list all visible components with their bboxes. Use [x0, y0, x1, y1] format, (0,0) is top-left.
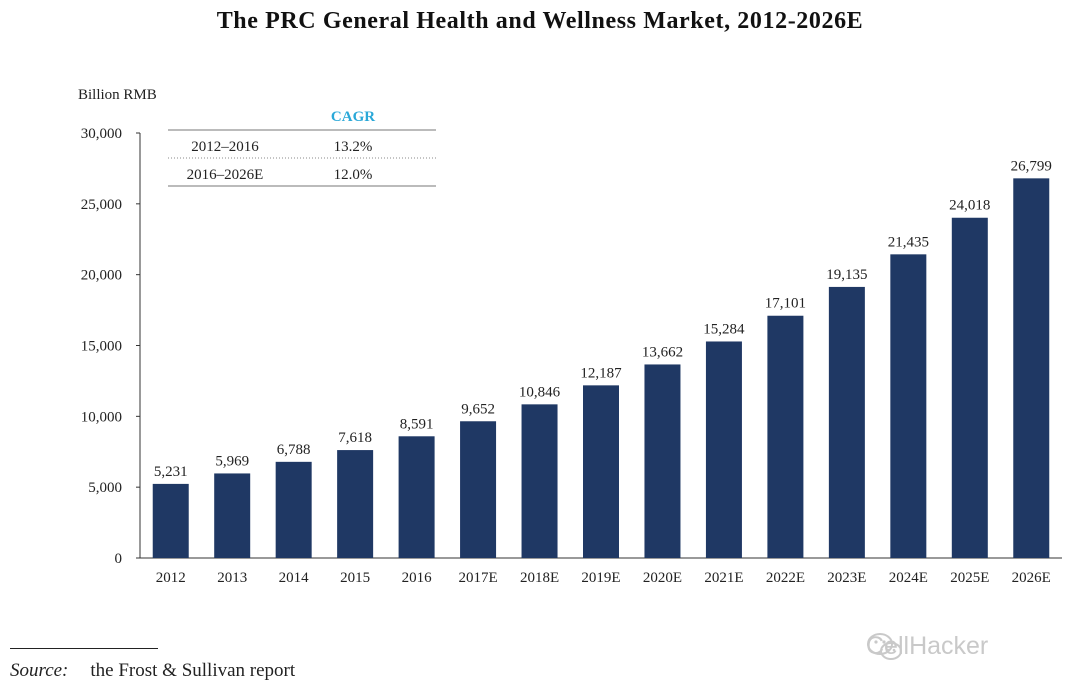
- bar-2024E: [890, 254, 927, 558]
- chart-title: The PRC General Health and Wellness Mark…: [216, 8, 864, 34]
- y-axis-ticks: 0 5,000 10,000 15,000 20,000 25,000 30,000: [81, 126, 140, 567]
- y-tick-label: 20,000: [81, 268, 122, 284]
- bar-2016: [398, 436, 435, 558]
- y-tick-label: 25,000: [81, 197, 122, 213]
- y-tick-label: 15,000: [81, 339, 122, 355]
- y-tick-label: 30,000: [81, 126, 122, 142]
- source-note: Source: the Frost & Sullivan report: [10, 660, 295, 682]
- cagr-period-1: 2012–2016: [191, 139, 259, 155]
- bar-2020E: [644, 364, 681, 558]
- bar-2015: [337, 450, 374, 558]
- x-tick-label-2015: 2015: [340, 570, 370, 586]
- cagr-header: CAGR: [331, 109, 375, 125]
- data-label-2020E: 13,662: [642, 344, 683, 360]
- x-tick-label-2020E: 2020E: [643, 570, 682, 586]
- data-label-2016: 8,591: [400, 416, 434, 432]
- data-label-2014: 6,788: [277, 442, 311, 458]
- bar-2017E: [460, 421, 497, 558]
- data-label-2015: 7,618: [338, 430, 372, 446]
- data-label-2017E: 9,652: [461, 401, 495, 417]
- data-label-2019E: 12,187: [580, 365, 622, 381]
- x-tick-label-2016: 2016: [402, 570, 433, 586]
- y-tick-label: 0: [115, 551, 123, 567]
- bar-2018E: [521, 404, 558, 558]
- x-tick-label-2021E: 2021E: [704, 570, 743, 586]
- data-label-2025E: 24,018: [949, 198, 990, 214]
- y-axis-unit-label: Billion RMB: [78, 87, 157, 103]
- x-tick-label-2025E: 2025E: [950, 570, 989, 586]
- x-tick-label-2013: 2013: [217, 570, 247, 586]
- x-tick-label-2024E: 2024E: [889, 570, 928, 586]
- bar-2012: [152, 483, 189, 558]
- cagr-period-2: 2016–2026E: [187, 167, 264, 183]
- bar-2022E: [767, 315, 804, 558]
- data-label-2026E: 26,799: [1011, 158, 1052, 174]
- cagr-rate-1: 13.2%: [334, 139, 373, 155]
- x-tick-label-2026E: 2026E: [1012, 570, 1051, 586]
- bar-series: [152, 178, 1050, 558]
- x-tick-label-2017E: 2017E: [458, 570, 497, 586]
- bar-chart: Billion RMB 0 5,000 10,000 15,000 20,000 25,0…: [78, 87, 1062, 586]
- data-label-2018E: 10,846: [519, 384, 561, 400]
- source-divider: [10, 648, 158, 649]
- x-tick-label-2023E: 2023E: [827, 570, 866, 586]
- watermark: CellHacker: [866, 632, 988, 661]
- x-axis-ticks: 2012 2013 2014 2015 2016 2017E 2018E 2019E 2020E…: [156, 570, 1051, 586]
- bar-2019E: [583, 385, 619, 558]
- data-label-2012: 5,231: [154, 464, 188, 480]
- bar-2023E: [828, 286, 865, 558]
- source-label: Source:: [10, 660, 69, 681]
- y-tick-label: 5,000: [88, 480, 122, 496]
- x-tick-label-2018E: 2018E: [520, 570, 559, 586]
- source-text: the Frost & Sullivan report: [90, 660, 296, 681]
- data-label-2024E: 21,435: [888, 234, 929, 250]
- y-tick-label: 10,000: [81, 409, 122, 425]
- data-label-2022E: 17,101: [765, 296, 806, 312]
- watermark-text: CellHacker: [866, 632, 989, 660]
- data-label-2021E: 15,284: [703, 321, 745, 337]
- x-tick-label-2014: 2014: [279, 570, 310, 586]
- x-tick-label-2022E: 2022E: [766, 570, 805, 586]
- data-label-2023E: 19,135: [826, 267, 867, 283]
- data-labels: 5,231 5,969 6,788 7,618 8,591 9,652 10,846 12,1…: [154, 158, 1052, 480]
- cagr-rate-2: 12.0%: [334, 167, 373, 183]
- data-label-2013: 5,969: [215, 453, 249, 469]
- bar-2025E: [951, 217, 988, 558]
- wechat-icon: [867, 633, 902, 660]
- bar-2021E: [705, 341, 742, 558]
- x-tick-label-2012: 2012: [156, 570, 186, 586]
- bar-2014: [275, 461, 312, 558]
- x-tick-label-2019E: 2019E: [581, 570, 620, 586]
- bar-2013: [214, 473, 251, 558]
- cagr-table: CAGR 2012–2016 13.2% 2016–2026E 12.0%: [168, 109, 436, 187]
- bar-2026E: [1013, 178, 1050, 558]
